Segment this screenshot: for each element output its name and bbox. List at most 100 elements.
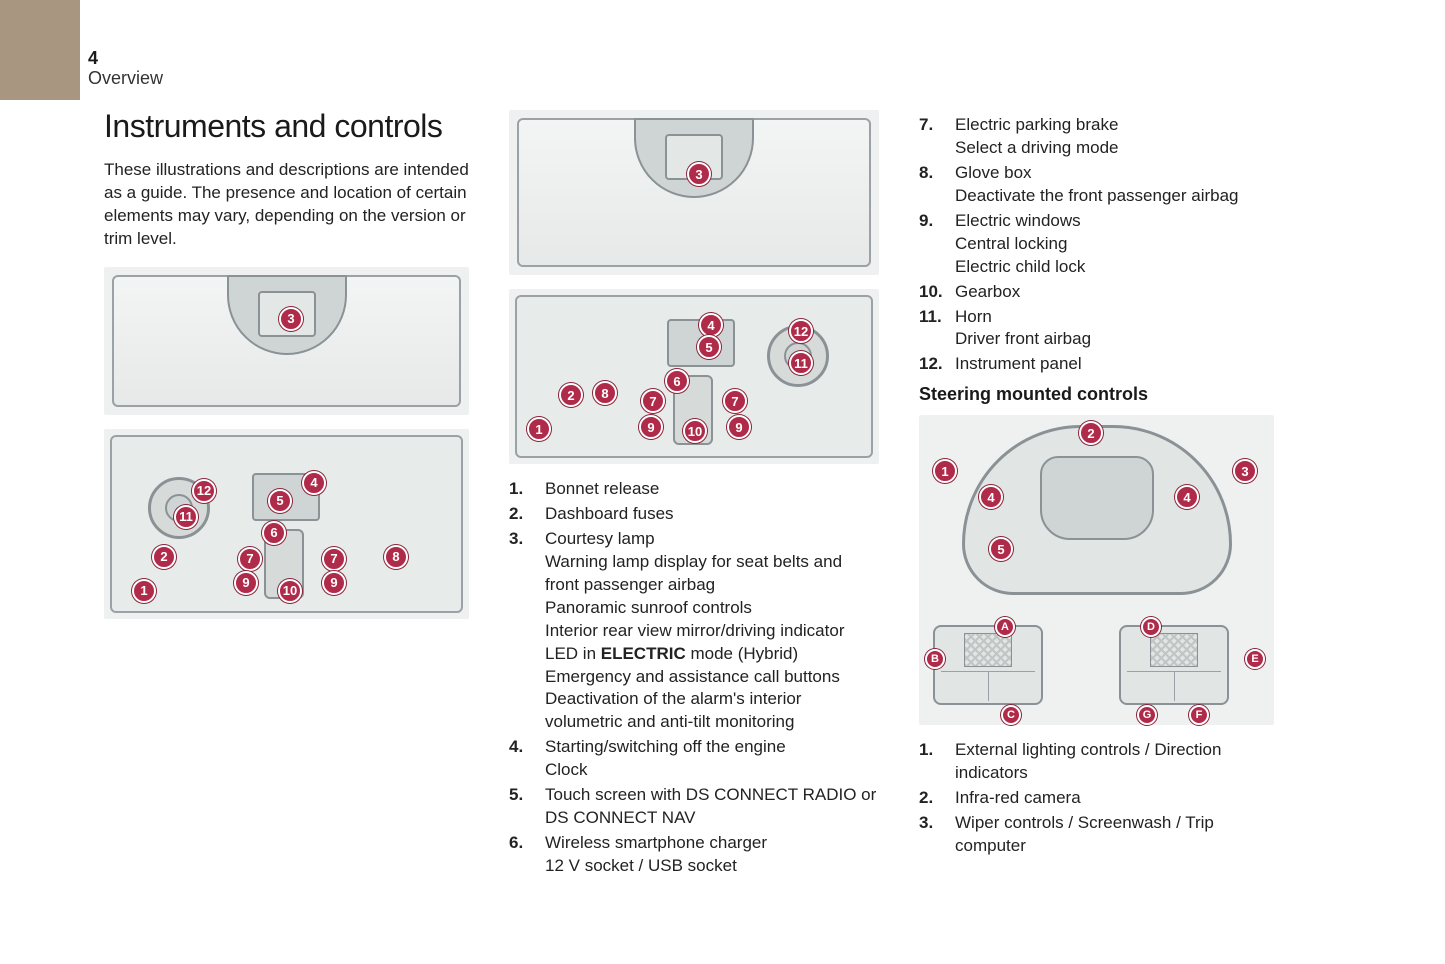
callout-marker: 3 bbox=[687, 162, 711, 186]
list-item-text: HornDriver front airbag bbox=[955, 306, 1274, 352]
callout-marker: 5 bbox=[697, 335, 721, 359]
callout-marker: 9 bbox=[727, 415, 751, 439]
callout-marker: 7 bbox=[238, 547, 262, 571]
list-item-number: 8. bbox=[919, 162, 943, 208]
list-item-line: Horn bbox=[955, 306, 1274, 329]
list-item: 4. Starting/switching off the engineClock bbox=[509, 736, 879, 782]
list-item-line: Electric child lock bbox=[955, 256, 1274, 279]
intro-paragraph: These illustrations and descriptions are… bbox=[104, 159, 469, 251]
callout-marker: 9 bbox=[639, 415, 663, 439]
list-item-number: 7. bbox=[919, 114, 943, 160]
callout-marker: 7 bbox=[641, 389, 665, 413]
list-item-line: Touch screen with DS CONNECT RADIO or DS… bbox=[545, 784, 879, 830]
callout-marker: 12 bbox=[789, 319, 813, 343]
list-item-line: Electric windows bbox=[955, 210, 1274, 233]
list-item: 3.Courtesy lampWarning lamp display for … bbox=[509, 528, 879, 734]
list-item: 2. Infra-red camera bbox=[919, 787, 1274, 810]
steering-heading: Steering mounted controls bbox=[919, 384, 1274, 405]
list-item-line: Infra-red camera bbox=[955, 787, 1274, 810]
list-item-line: Courtesy lamp bbox=[545, 528, 879, 551]
list-item-text: Gearbox bbox=[955, 281, 1274, 304]
column-1: Instruments and controls These illustrat… bbox=[104, 108, 469, 880]
list-item-line: Glove box bbox=[955, 162, 1274, 185]
section-label: Overview bbox=[88, 68, 163, 89]
list-item: 2. Dashboard fuses bbox=[509, 503, 879, 526]
callout-marker: E bbox=[1245, 649, 1265, 669]
list-item-line: Interior rear view mirror/driving indica… bbox=[545, 620, 879, 666]
list-item-line: Dashboard fuses bbox=[545, 503, 879, 526]
list-item-number: 4. bbox=[509, 736, 533, 782]
list-item-line: Instrument panel bbox=[955, 353, 1274, 376]
callout-marker: 2 bbox=[152, 545, 176, 569]
list-item-number: 12. bbox=[919, 353, 943, 376]
callout-marker: 3 bbox=[1233, 459, 1257, 483]
callout-marker: 7 bbox=[322, 547, 346, 571]
content-area: Instruments and controls These illustrat… bbox=[104, 108, 1345, 880]
figure-dashboard-rhd: 1211452816779910 bbox=[509, 289, 879, 464]
list-item-text: Courtesy lampWarning lamp display for se… bbox=[545, 528, 879, 734]
page-title: Instruments and controls bbox=[104, 108, 469, 145]
callout-marker: 12 bbox=[192, 479, 216, 503]
callout-marker: 9 bbox=[322, 571, 346, 595]
list-item-line: Select a driving mode bbox=[955, 137, 1274, 160]
callout-marker: 3 bbox=[279, 307, 303, 331]
list-item-line: Gearbox bbox=[955, 281, 1274, 304]
list-item-number: 2. bbox=[919, 787, 943, 810]
list-item-number: 2. bbox=[509, 503, 533, 526]
list-right-top: 7.Electric parking brakeSelect a driving… bbox=[919, 114, 1274, 376]
callout-marker: 4 bbox=[302, 471, 326, 495]
callout-marker: G bbox=[1137, 705, 1157, 725]
list-item-line: Central locking bbox=[955, 233, 1274, 256]
list-item: 7.Electric parking brakeSelect a driving… bbox=[919, 114, 1274, 160]
page-number: 4 bbox=[88, 48, 98, 69]
list-item: 6. Wireless smartphone charger12 V socket… bbox=[509, 832, 879, 878]
figure-mirror-lhd: 3 bbox=[104, 267, 469, 415]
list-item-text: Electric windowsCentral lockingElectric … bbox=[955, 210, 1274, 279]
list-item-number: 1. bbox=[919, 739, 943, 785]
callout-marker: 1 bbox=[933, 459, 957, 483]
list-item-text: Glove boxDeactivate the front passenger … bbox=[955, 162, 1274, 208]
callout-marker: 7 bbox=[723, 389, 747, 413]
page-corner-block bbox=[0, 0, 80, 100]
list-item-line: Clock bbox=[545, 759, 879, 782]
list-item-number: 5. bbox=[509, 784, 533, 830]
list-item-line: Starting/switching off the engine bbox=[545, 736, 879, 759]
list-item-number: 3. bbox=[509, 528, 533, 734]
callout-marker: 2 bbox=[559, 383, 583, 407]
list-item: 5. Touch screen with DS CONNECT RADIO or … bbox=[509, 784, 879, 830]
list-item-line: Warning lamp display for seat belts and … bbox=[545, 551, 879, 597]
list-main: 1.Bonnet release2.Dashboard fuses3.Court… bbox=[509, 478, 879, 878]
list-item-text: Instrument panel bbox=[955, 353, 1274, 376]
list-item-line: Panoramic sunroof controls bbox=[545, 597, 879, 620]
callout-marker: 1 bbox=[132, 579, 156, 603]
list-steering: 1.External lighting controls / Direction… bbox=[919, 739, 1274, 858]
callout-marker: C bbox=[1001, 705, 1021, 725]
list-item-text: Infra-red camera bbox=[955, 787, 1274, 810]
list-item-text: Wiper controls / Screenwash / Trip compu… bbox=[955, 812, 1274, 858]
list-item-line: Wireless smartphone charger bbox=[545, 832, 879, 855]
list-item-number: 6. bbox=[509, 832, 533, 878]
callout-marker: 5 bbox=[268, 489, 292, 513]
callout-marker: 9 bbox=[234, 571, 258, 595]
list-item: 1.External lighting controls / Direction… bbox=[919, 739, 1274, 785]
list-item: 9.Electric windowsCentral lockingElectri… bbox=[919, 210, 1274, 279]
list-item-line: Emergency and assistance call buttons bbox=[545, 666, 879, 689]
list-item-line: 12 V socket / USB socket bbox=[545, 855, 879, 878]
callout-marker: 8 bbox=[384, 545, 408, 569]
list-item-line: Deactivation of the alarm's interior vol… bbox=[545, 688, 879, 734]
list-item-text: Wireless smartphone charger12 V socket /… bbox=[545, 832, 879, 878]
callout-marker: 1 bbox=[527, 417, 551, 441]
figure-dashboard-lhd: 1211452167799108 bbox=[104, 429, 469, 619]
list-item: 1.Bonnet release bbox=[509, 478, 879, 501]
callout-marker: 8 bbox=[593, 381, 617, 405]
callout-marker: F bbox=[1189, 705, 1209, 725]
list-item-number: 10. bbox=[919, 281, 943, 304]
list-item: 8. Glove boxDeactivate the front passenge… bbox=[919, 162, 1274, 208]
list-item-line: Bonnet release bbox=[545, 478, 879, 501]
list-item-text: Touch screen with DS CONNECT RADIO or DS… bbox=[545, 784, 879, 830]
callout-marker: 10 bbox=[278, 579, 302, 603]
column-3: 7.Electric parking brakeSelect a driving… bbox=[919, 108, 1274, 880]
list-item: 10. Gearbox bbox=[919, 281, 1274, 304]
list-item-line: Wiper controls / Screenwash / Trip compu… bbox=[955, 812, 1274, 858]
list-item-line: Driver front airbag bbox=[955, 328, 1274, 351]
